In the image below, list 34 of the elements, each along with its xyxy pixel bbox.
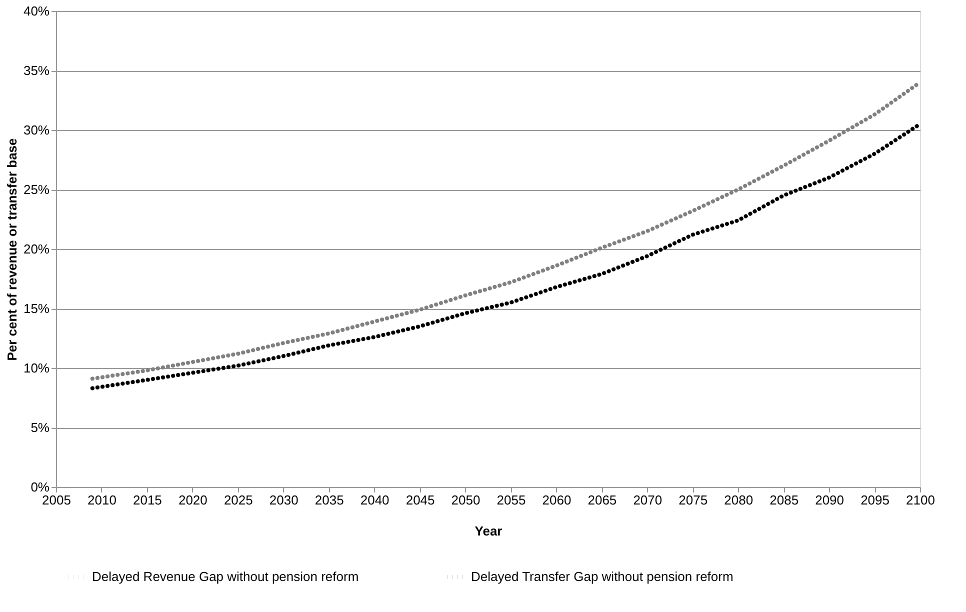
y-tick-label: 30% — [23, 122, 50, 138]
x-tick-label: 2095 — [860, 492, 890, 508]
y-tick-label: 0% — [30, 480, 50, 494]
x-tick-label: 2075 — [678, 492, 708, 508]
x-tick-label: 2100 — [906, 492, 935, 508]
x-tick-label: 2035 — [314, 492, 344, 508]
x-tick-label: 2040 — [360, 492, 390, 508]
y-tick-label: 35% — [23, 63, 50, 78]
x-tick-label: 2010 — [88, 492, 116, 508]
x-tick-label: 2025 — [224, 492, 253, 508]
x-tick-label: 2090 — [815, 492, 844, 508]
y-tick-label: 10% — [23, 360, 50, 376]
x-tick-label: 2080 — [724, 492, 754, 508]
y-tick-label: 20% — [23, 242, 50, 256]
y-tick-label: 25% — [23, 182, 50, 197]
x-tick-label: 2065 — [588, 492, 617, 508]
x-tick-label: 2015 — [132, 492, 162, 508]
legend-label: Delayed Revenue Gap without pension reform — [92, 569, 359, 584]
x-tick-label: 2045 — [406, 492, 435, 508]
x-tick-label: 2005 — [42, 492, 71, 508]
x-tick-label: 2050 — [451, 492, 480, 508]
x-tick-label: 2070 — [633, 492, 662, 508]
y-tick-label: 15% — [23, 301, 50, 316]
x-tick-label: 2055 — [496, 492, 526, 508]
x-tick-label: 2060 — [542, 492, 572, 508]
y-tick-label: 40% — [23, 4, 50, 18]
line-series — [90, 122, 922, 390]
x-tick-label: 2085 — [770, 492, 799, 508]
x-axis-title: Year — [474, 524, 502, 538]
y-tick-label: 5% — [30, 420, 50, 435]
x-tick-label: 2020 — [178, 492, 208, 508]
y-axis-title: Per cent of revenue or transfer base — [4, 138, 20, 361]
legend-label: Delayed Transfer Gap without pension reform — [471, 569, 734, 584]
x-tick-label: 2030 — [269, 492, 298, 508]
